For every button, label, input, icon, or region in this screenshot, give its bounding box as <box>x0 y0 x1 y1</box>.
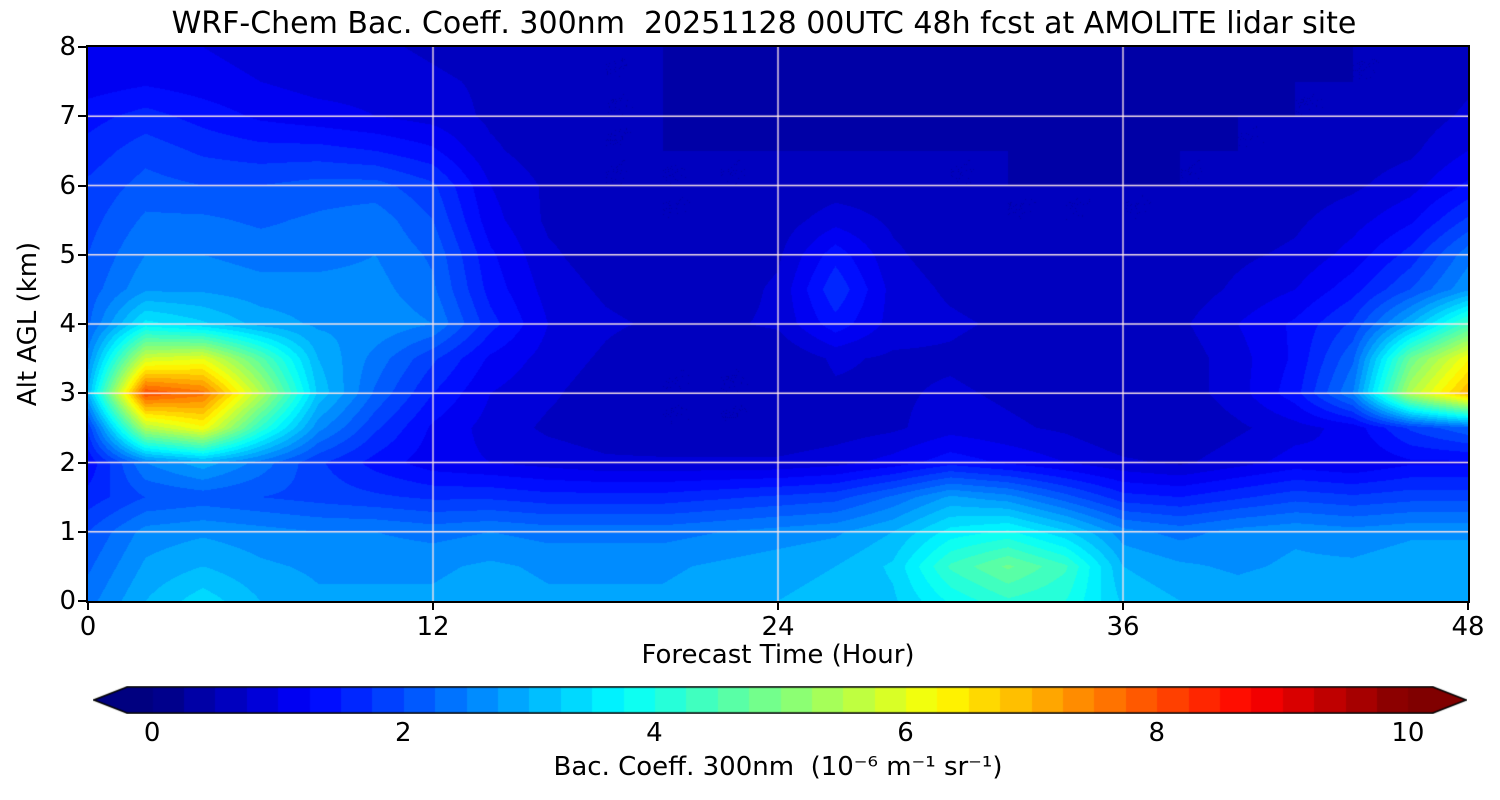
y-tick-label: 5 <box>59 239 76 270</box>
colorbar-tick-label: 4 <box>646 718 663 748</box>
y-tick-mark <box>78 184 86 187</box>
y-tick-mark <box>78 530 86 533</box>
y-tick-mark <box>78 392 86 395</box>
y-tick-label: 1 <box>59 516 76 547</box>
heatmap-canvas <box>88 47 1468 601</box>
y-tick-mark <box>78 600 86 602</box>
y-tick-label: 4 <box>59 309 76 339</box>
x-tick-mark <box>777 603 779 610</box>
y-tick-label: 0 <box>59 586 76 616</box>
x-tick-label: 24 <box>761 612 795 642</box>
y-tick-label: 2 <box>59 447 76 478</box>
x-tick-label: 48 <box>1451 612 1485 642</box>
colorbar-tick-label: 6 <box>897 718 914 748</box>
x-axis-label: Forecast Time (Hour) <box>641 640 915 670</box>
y-tick-mark <box>78 461 86 464</box>
y-tick-label: 8 <box>59 32 76 62</box>
colorbar-tick-label: 8 <box>1148 718 1165 748</box>
y-tick-mark <box>78 115 86 118</box>
x-tick-mark <box>1467 603 1469 610</box>
chart-title: WRF-Chem Bac. Coeff. 300nm 20251128 00UT… <box>171 6 1357 41</box>
y-tick-label: 3 <box>59 378 76 409</box>
colorbar-canvas <box>93 686 1467 714</box>
x-tick-label: 36 <box>1106 612 1140 642</box>
colorbar-label: Bac. Coeff. 300nm (10⁻⁶ m⁻¹ sr⁻¹) <box>553 752 1003 782</box>
y-tick-mark <box>78 253 86 256</box>
x-tick-mark <box>432 603 434 610</box>
colorbar-tick-label: 2 <box>394 718 412 748</box>
x-tick-label: 12 <box>416 612 450 642</box>
y-tick-label: 7 <box>59 101 76 132</box>
colorbar-tick-label: 0 <box>143 718 161 748</box>
y-tick-mark <box>78 323 86 325</box>
y-tick-label: 6 <box>59 170 76 201</box>
x-tick-mark <box>87 603 89 610</box>
x-tick-label: 0 <box>79 612 97 642</box>
y-tick-mark <box>78 46 86 48</box>
x-tick-mark <box>1122 603 1124 610</box>
colorbar-tick-label: 10 <box>1391 718 1425 748</box>
